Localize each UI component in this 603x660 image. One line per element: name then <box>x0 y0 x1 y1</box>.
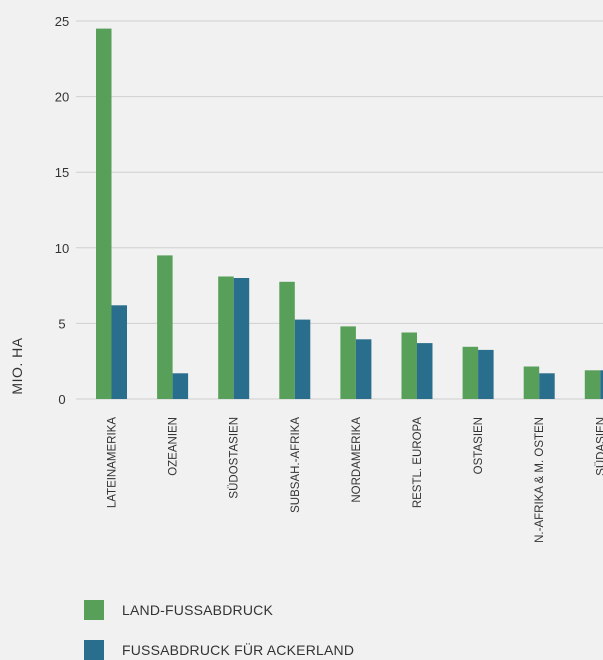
y-axis-title: MIO. HA <box>9 337 25 394</box>
y-tick-label: 20 <box>55 90 69 105</box>
x-category-label: SUBSAH.-AFRIKA <box>290 417 302 513</box>
bar-land-4 <box>340 326 356 399</box>
x-category-label: OZEANIEN <box>168 417 180 476</box>
bar-land-3 <box>279 282 295 399</box>
bar-land-7 <box>524 367 540 400</box>
bar-ackerland-7 <box>539 373 555 399</box>
legend-swatch-land <box>84 600 104 620</box>
x-category-label: N.-AFRIKA & M. OSTEN <box>534 417 546 543</box>
legend-label-land: LAND-FUSSABDRUCK <box>122 602 273 618</box>
bar-chart: 0 5 10 15 20 25 LATEINAMERIKA OZEANIEN SÜDOSTAS… <box>0 0 603 600</box>
bar-ackerland-6 <box>478 350 494 399</box>
bar-land-2 <box>218 277 234 400</box>
x-category-label: LATEINAMERIKA <box>107 417 119 508</box>
y-axis-ticks: 0 5 10 15 20 25 <box>55 14 69 407</box>
bar-land-1 <box>157 255 173 399</box>
x-category-label: SÜDASIEN <box>595 417 603 476</box>
x-axis-categories: LATEINAMERIKA OZEANIEN SÜDOSTASIEN SUBSAH.-… <box>107 417 603 543</box>
bar-ackerland-5 <box>417 343 433 399</box>
x-category-label: RESTL. EUROPA <box>412 417 424 508</box>
bar-land-5 <box>402 333 418 400</box>
legend-item-ackerland: FUSSABDRUCK FÜR ACKERLAND <box>84 640 354 660</box>
bar-land-0 <box>96 29 112 399</box>
legend-swatch-ackerland <box>84 640 104 660</box>
bar-land-6 <box>463 347 479 399</box>
bar-ackerland-2 <box>234 278 250 399</box>
gridlines <box>76 21 603 399</box>
legend-label-ackerland: FUSSABDRUCK FÜR ACKERLAND <box>122 642 354 658</box>
x-category-label: OSTASIEN <box>473 417 485 474</box>
legend-item-land: LAND-FUSSABDRUCK <box>84 600 273 620</box>
y-tick-label: 0 <box>58 392 65 407</box>
bars <box>96 29 603 399</box>
bar-land-8 <box>585 370 601 399</box>
bar-ackerland-4 <box>356 339 372 399</box>
bar-ackerland-0 <box>112 305 128 399</box>
y-tick-label: 25 <box>55 14 69 29</box>
x-category-label: NORDAMERIKA <box>351 417 363 503</box>
y-tick-label: 5 <box>58 316 65 331</box>
bar-ackerland-3 <box>295 320 311 399</box>
x-category-label: SÜDOSTASIEN <box>229 417 241 499</box>
y-tick-label: 10 <box>55 241 69 256</box>
bar-ackerland-1 <box>173 373 189 399</box>
y-tick-label: 15 <box>55 165 69 180</box>
